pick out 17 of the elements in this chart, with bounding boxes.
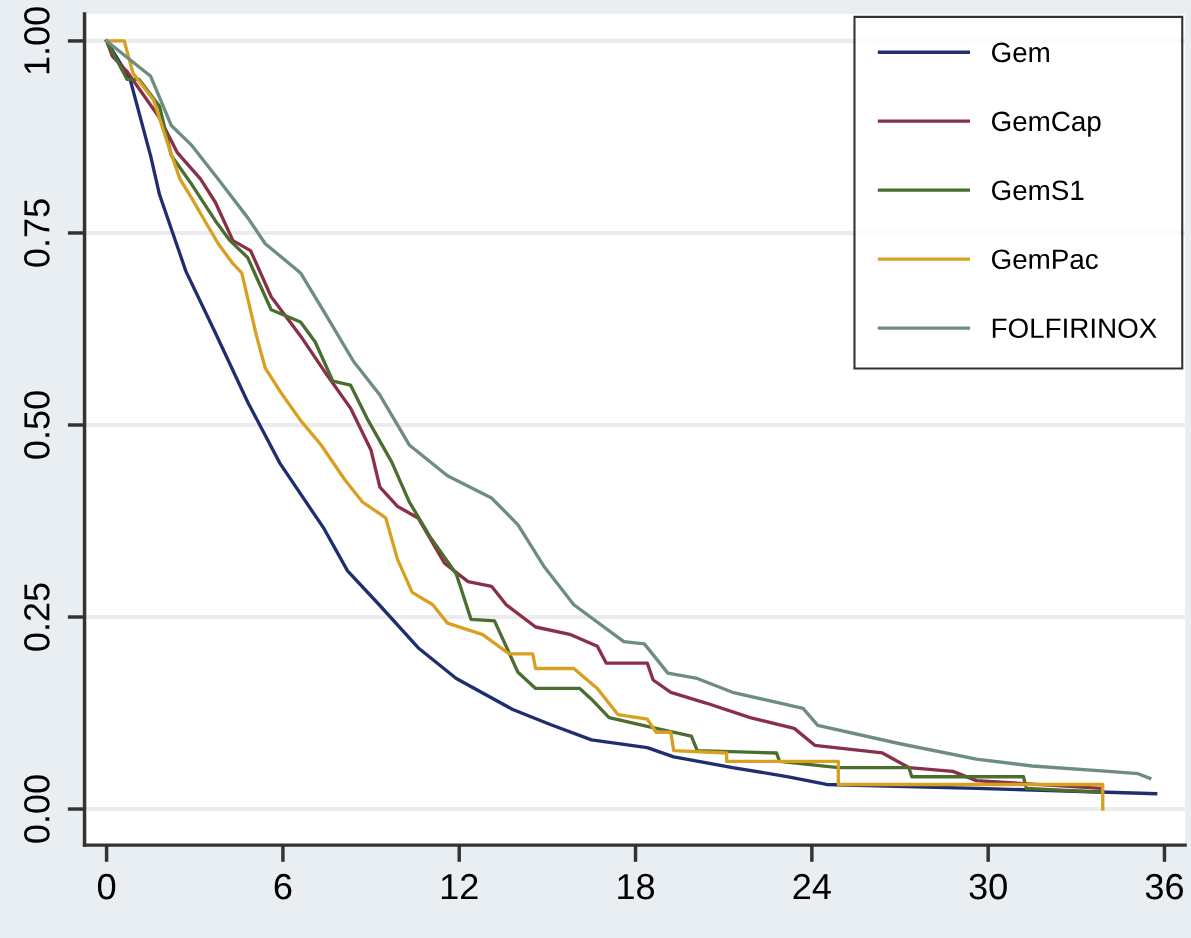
y-tick-label: 1.00 <box>24 7 50 74</box>
legend-label: GemPac <box>991 249 1098 270</box>
legend-label: Gem <box>991 42 1049 63</box>
x-tick-label: 0 <box>97 873 116 900</box>
x-tick-label: 24 <box>793 873 831 900</box>
y-tick-label: 0.75 <box>24 199 50 267</box>
x-tick-label: 6 <box>274 873 292 900</box>
legend-label: GemCap <box>991 111 1101 137</box>
legend-label: GemS1 <box>991 180 1084 201</box>
y-tick-label: 0.00 <box>24 775 50 843</box>
y-tick-label: 0.25 <box>24 583 50 651</box>
y-tick-label: 0.50 <box>24 391 50 459</box>
x-tick-label: 18 <box>618 873 655 900</box>
x-tick-label: 36 <box>1145 873 1183 900</box>
x-tick-label: 30 <box>969 873 1007 900</box>
x-tick-label: 12 <box>441 873 478 900</box>
legend-label: FOLFIRINOX <box>992 318 1157 339</box>
